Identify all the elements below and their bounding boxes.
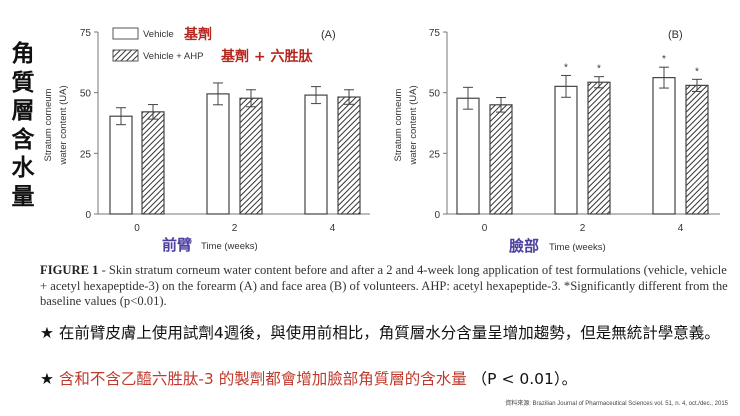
legend-vehicle: Vehicle [143,29,174,40]
panel-label: (A) [321,29,336,41]
y-axis-label: water content (UA) [58,85,69,165]
bar-vehicle-ahp [685,84,709,215]
x-axis-label: Time (weeks) [201,241,258,252]
bar-vehicle [206,93,230,215]
x-axis-label-zh: 臉部 [509,237,539,255]
x-tick-label: 0 [482,223,488,234]
x-tick-label: 0 [134,223,140,234]
y-tick-label: 0 [434,210,440,221]
star-icon: ★ [40,370,54,388]
panel-label: (B) [668,29,683,41]
side-title-char: 質 [11,69,35,96]
y-axis-label: Stratum corneum [43,88,54,161]
note-face: ★ 含和不含乙醯六胜肽-3 的製劑都會增加臉部角質層的含水量 （P < 0.01… [40,369,735,390]
chart-panel-b: 0 25 50 75 * * * * 0 2 4 (B) Stratum corneum wat… [393,28,720,255]
note-text-highlight: 含和不含乙醯六胜肽-3 的製劑都會增加臉部角質層的含水量 [58,370,467,388]
bar-vehicle-ahp [587,81,611,215]
figure-caption: FIGURE 1 - Skin stratum corneum water co… [40,263,730,310]
significance-marker: * [662,54,666,65]
side-title-char: 角 [11,41,35,67]
y-tick-label: 25 [80,149,92,160]
y-axis-label: Stratum corneum [393,88,404,161]
y-tick-label: 25 [429,149,441,160]
bar-vehicle [109,115,133,215]
x-tick-label: 2 [580,223,586,234]
x-tick-label: 4 [330,223,336,234]
bar-vehicle [554,85,578,215]
star-icon: ★ [40,324,54,342]
bar-vehicle-ahp [337,96,361,215]
significance-marker: * [564,62,568,73]
note-text: 在前臂皮膚上使用試劑4週後，與使用前相比，角質層水分含量呈增加趨勢，但是無統計學… [58,324,720,342]
significance-marker: * [597,64,601,75]
bar-vehicle [652,77,676,215]
significance-marker: * [695,66,699,77]
x-tick-label: 4 [678,223,684,234]
bar-vehicle-ahp [141,111,165,215]
side-title-char: 含 [11,126,35,153]
x-tick-label: 2 [232,223,238,234]
bar-vehicle-ahp [239,97,263,215]
y-axis-label: water content (UA) [408,85,419,165]
y-tick-label: 50 [80,89,92,100]
y-tick-label: 50 [429,89,441,100]
side-title-char: 水 [11,155,35,181]
legend-swatch-vehicle [112,27,139,40]
legend-swatch-ahp [112,49,139,62]
x-axis-label-zh: 前臂 [162,236,192,254]
y-tick-label: 0 [85,210,91,221]
note-suffix: （P < 0.01）。 [471,370,578,388]
charts-svg: 0 25 50 75 0 2 4 (A) Stratum corneum water co… [43,26,720,255]
note-forearm: ★ 在前臂皮膚上使用試劑4週後，與使用前相比，角質層水分含量呈增加趨勢，但是無統… [40,323,735,344]
legend-ahp: Vehicle + AHP [143,51,203,62]
side-title-char: 量 [11,183,35,210]
legend-vehicle-zh: 基劑 [184,26,212,43]
bar-vehicle [304,94,328,215]
source-citation: 資料來源: Brazilian Journal of Pharmaceutica… [505,401,728,407]
figure-label: FIGURE 1 [40,263,99,277]
caption-text: - Skin stratum corneum water content bef… [40,263,728,308]
chart-panel-a: 0 25 50 75 0 2 4 (A) Stratum corneum water co… [43,26,370,254]
legend-ahp-zh: 基劑 + 六胜肽 [221,48,313,65]
y-tick-label: 75 [429,28,441,39]
bar-vehicle [456,97,480,215]
side-title-char: 層 [11,98,35,124]
side-title: 角 質 層 含 水 量 [8,40,38,211]
x-axis-label: Time (weeks) [549,242,606,253]
bar-vehicle-ahp [489,104,513,215]
y-tick-label: 75 [80,28,92,39]
